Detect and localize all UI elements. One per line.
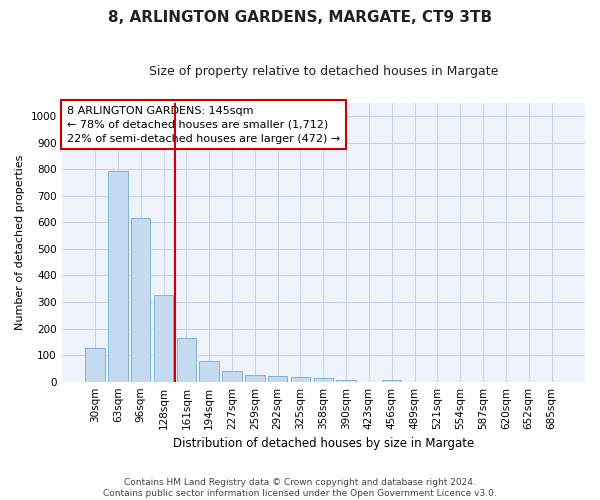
Bar bbox=[85, 348, 105, 382]
Bar bbox=[245, 374, 265, 382]
Bar bbox=[199, 361, 219, 382]
Text: 8, ARLINGTON GARDENS, MARGATE, CT9 3TB: 8, ARLINGTON GARDENS, MARGATE, CT9 3TB bbox=[108, 10, 492, 25]
Title: Size of property relative to detached houses in Margate: Size of property relative to detached ho… bbox=[149, 65, 498, 78]
Bar bbox=[382, 380, 401, 382]
Bar bbox=[154, 294, 173, 382]
Bar bbox=[337, 380, 356, 382]
Bar bbox=[222, 371, 242, 382]
X-axis label: Distribution of detached houses by size in Margate: Distribution of detached houses by size … bbox=[173, 437, 474, 450]
Text: Contains HM Land Registry data © Crown copyright and database right 2024.
Contai: Contains HM Land Registry data © Crown c… bbox=[103, 478, 497, 498]
Bar bbox=[291, 377, 310, 382]
Bar bbox=[268, 376, 287, 382]
Bar bbox=[108, 170, 128, 382]
Text: 8 ARLINGTON GARDENS: 145sqm
← 78% of detached houses are smaller (1,712)
22% of : 8 ARLINGTON GARDENS: 145sqm ← 78% of det… bbox=[67, 106, 340, 144]
Bar bbox=[131, 218, 151, 382]
Bar bbox=[176, 338, 196, 382]
Bar bbox=[314, 378, 333, 382]
Y-axis label: Number of detached properties: Number of detached properties bbox=[15, 154, 25, 330]
